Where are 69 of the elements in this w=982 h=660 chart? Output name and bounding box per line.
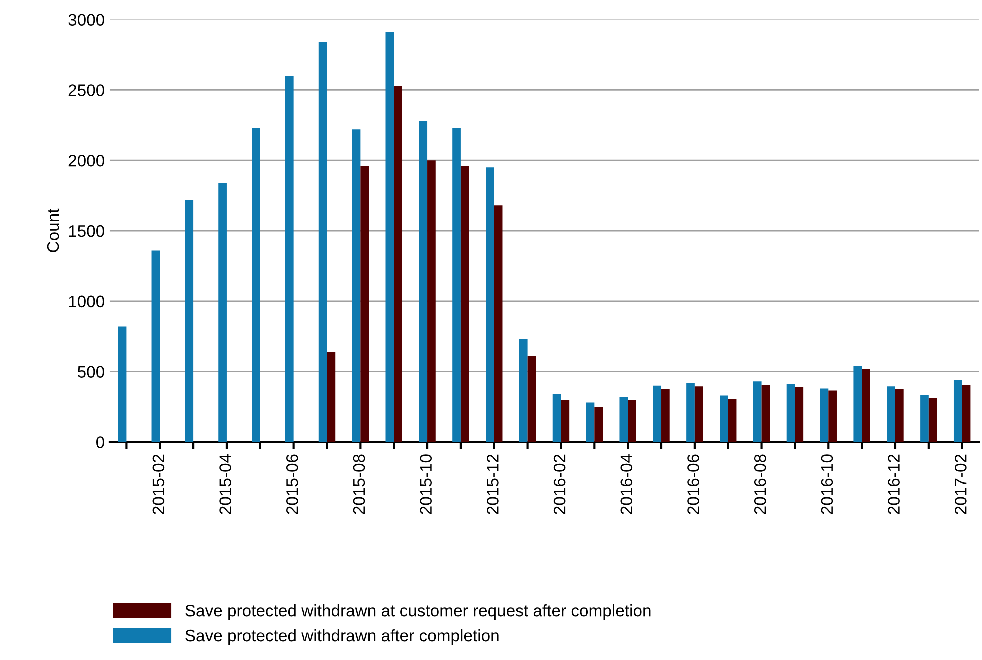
legend-label: Save protected withdrawn after completion bbox=[186, 629, 499, 645]
bar bbox=[494, 206, 503, 442]
bar bbox=[460, 166, 470, 442]
bar bbox=[762, 385, 770, 442]
bar bbox=[285, 76, 294, 442]
bar bbox=[854, 366, 862, 442]
bar bbox=[360, 166, 370, 442]
bar bbox=[152, 250, 160, 442]
bar bbox=[185, 200, 194, 442]
bar bbox=[394, 86, 402, 442]
y-tick-label: 1000 bbox=[69, 296, 104, 308]
bar bbox=[628, 400, 636, 442]
legend-label: Save protected withdrawn at customer request after completion bbox=[186, 604, 651, 620]
x-tick-label: 2015-10 bbox=[420, 454, 432, 514]
x-tick-label: 2015-06 bbox=[286, 454, 298, 514]
x-tick-label: 2016-06 bbox=[688, 454, 700, 514]
bar bbox=[318, 42, 328, 442]
bar bbox=[728, 399, 737, 442]
x-tick-label: 2016-12 bbox=[888, 454, 900, 514]
bar bbox=[327, 352, 336, 442]
bar bbox=[528, 356, 536, 442]
bar bbox=[928, 398, 938, 442]
x-tick-label: 2015-08 bbox=[353, 454, 366, 514]
x-tick-label: 2015-02 bbox=[152, 454, 165, 514]
bar bbox=[552, 394, 562, 442]
x-tick-label: 2016-08 bbox=[754, 454, 766, 514]
bar bbox=[795, 387, 804, 442]
bar bbox=[962, 385, 971, 442]
x-tick-label: 2016-04 bbox=[620, 454, 633, 514]
bar bbox=[594, 407, 604, 442]
bar bbox=[686, 383, 695, 442]
bar bbox=[887, 386, 896, 442]
bar bbox=[694, 386, 704, 442]
bar bbox=[419, 121, 428, 442]
y-tick-label: 3000 bbox=[68, 14, 104, 26]
bar bbox=[720, 396, 728, 442]
y-tick-label: 0 bbox=[96, 436, 104, 448]
bar bbox=[862, 368, 870, 442]
bar bbox=[920, 395, 929, 442]
bar bbox=[653, 386, 662, 442]
bar bbox=[386, 32, 394, 442]
bar bbox=[118, 326, 127, 442]
y-axis-title: Count bbox=[47, 208, 60, 252]
x-tick-label: 2015-04 bbox=[220, 454, 232, 514]
bar bbox=[786, 384, 796, 442]
x-tick-label: 2017-02 bbox=[955, 454, 967, 514]
bar bbox=[954, 380, 962, 442]
y-tick-label: 2000 bbox=[68, 155, 104, 167]
bar bbox=[561, 400, 570, 442]
x-tick-label: 2016-10 bbox=[821, 454, 834, 514]
bar bbox=[252, 128, 260, 442]
y-tick-label: 1500 bbox=[69, 225, 104, 238]
bar bbox=[828, 390, 837, 442]
bar bbox=[662, 389, 670, 442]
bar bbox=[620, 397, 628, 442]
bar bbox=[452, 128, 461, 442]
y-tick-label: 500 bbox=[78, 366, 104, 378]
bar bbox=[820, 388, 829, 442]
bar bbox=[428, 160, 436, 442]
bar bbox=[218, 183, 227, 442]
x-tick-label: 2015-12 bbox=[487, 454, 499, 514]
bar bbox=[486, 168, 494, 442]
y-tick-label: 2500 bbox=[68, 84, 104, 96]
x-tick-label: 2016-02 bbox=[554, 454, 566, 514]
bar bbox=[586, 402, 595, 442]
bar bbox=[753, 382, 762, 442]
bar bbox=[352, 130, 361, 442]
bar bbox=[519, 339, 528, 442]
bar bbox=[895, 389, 904, 442]
